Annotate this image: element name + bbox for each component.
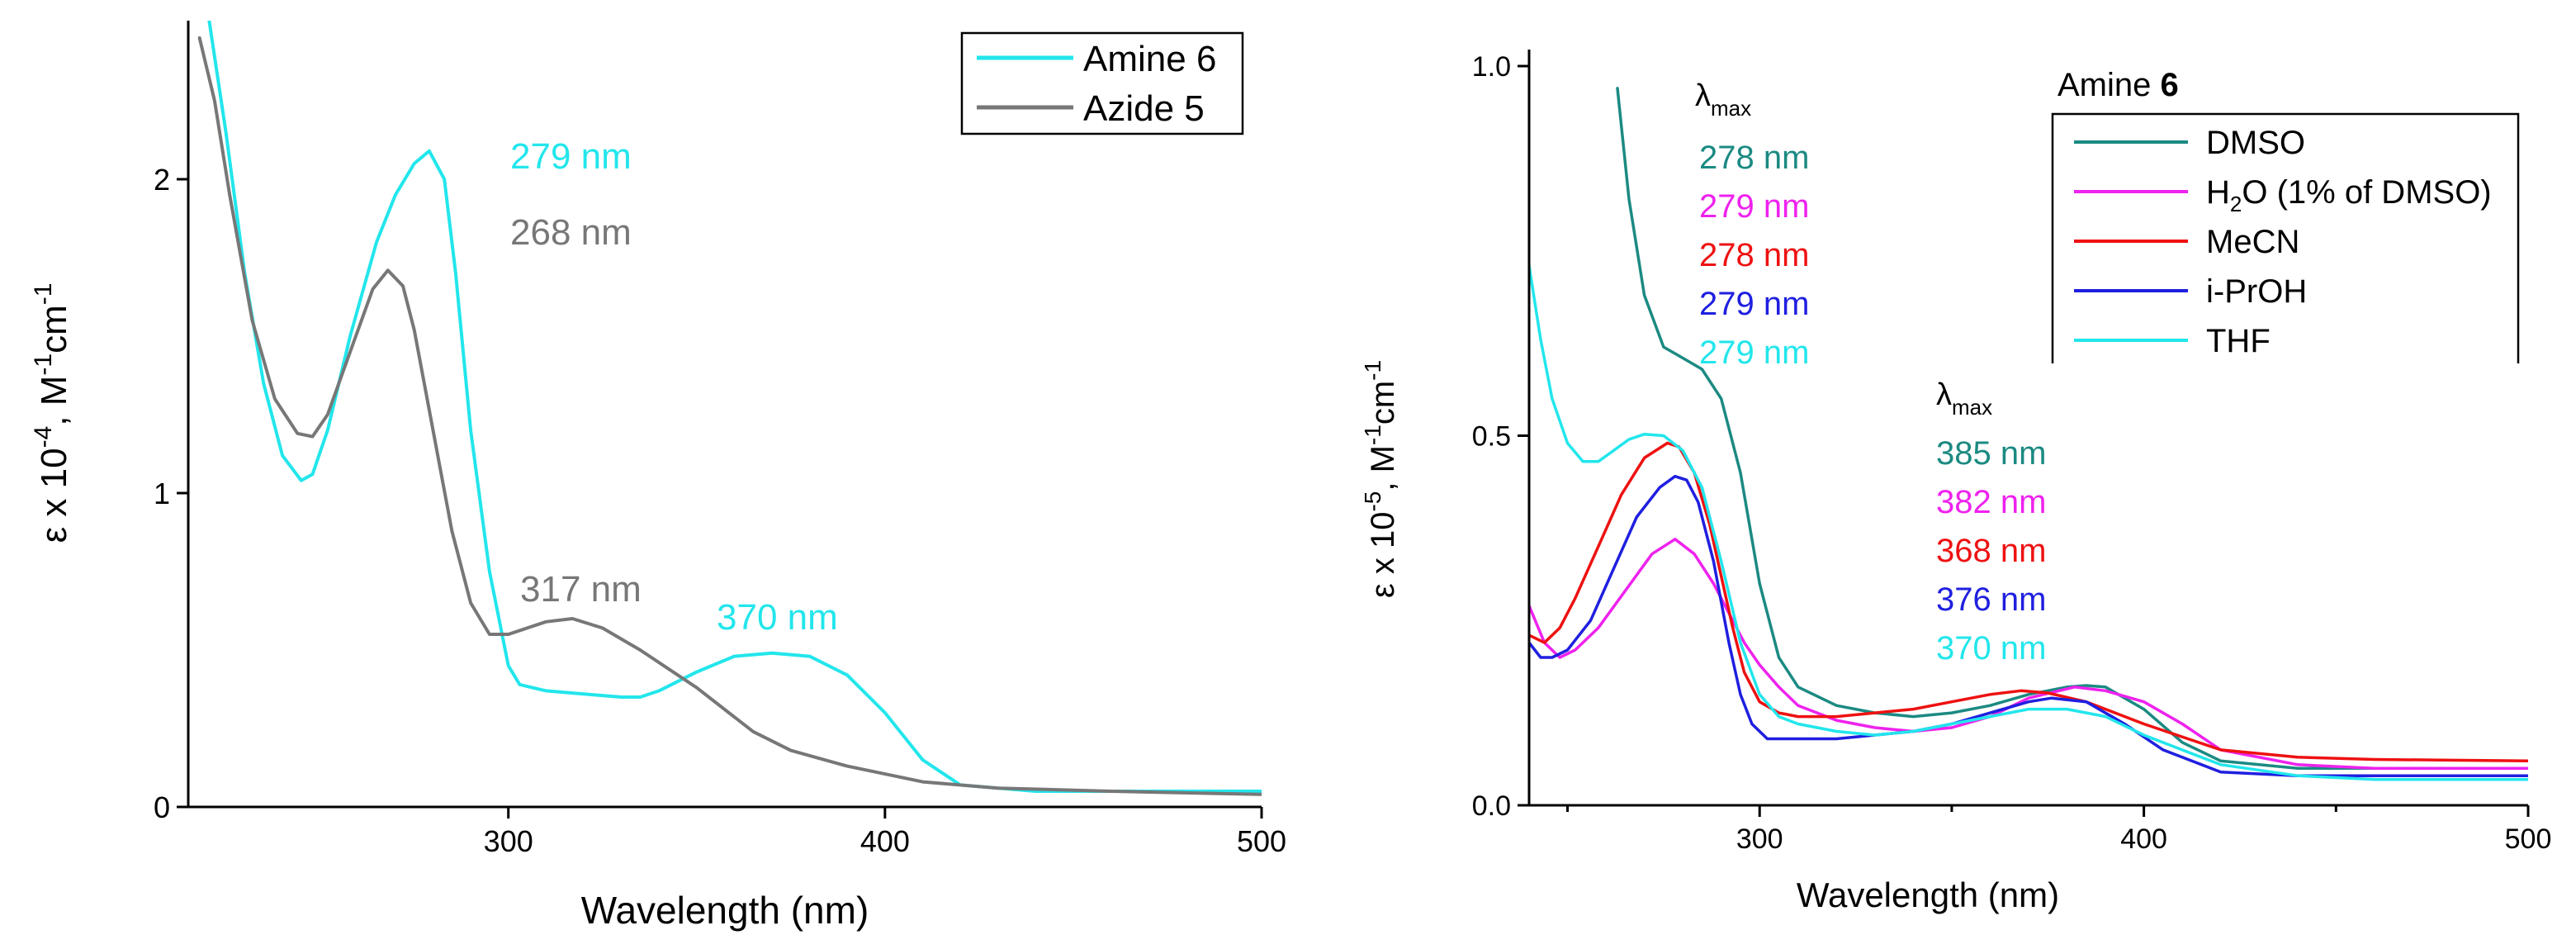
- left-y-tick-label: 2: [154, 163, 170, 197]
- right-y-tick-label: 1.0: [1472, 51, 1511, 83]
- lambda-max-vis-list: 385 nm 382 nm 368 nm 376 nm 370 nm: [1936, 435, 2046, 667]
- right-legend-bottom-mask: [2050, 363, 2522, 373]
- annotation-268nm: 268 nm: [510, 212, 632, 253]
- right-x-tick-label: 400: [2120, 823, 2167, 855]
- right-series-thf: [1529, 263, 2528, 781]
- legend-label-thf: THF: [2206, 323, 2271, 359]
- lambda-max-label-uv: λmax: [1695, 78, 1751, 121]
- annotation-370nm: 370 nm: [717, 597, 838, 638]
- right-series-dmso: [1616, 87, 2528, 771]
- left-plot-area: [197, 21, 1262, 796]
- left-ticks: 300 400 500 0 1 2: [154, 163, 1286, 858]
- legend-label-dmso: DMSO: [2206, 125, 2305, 161]
- legend-label-azide: Azide 5: [1083, 88, 1205, 129]
- right-x-tick-label: 300: [1736, 823, 1783, 855]
- lambda-vis-h2o: 382 nm: [1936, 484, 2046, 520]
- lambda-vis-iproh: 376 nm: [1936, 581, 2046, 618]
- left-y-tick-label: 0: [154, 790, 170, 824]
- right-x-tick-label: 500: [2505, 823, 2552, 855]
- right-y-tick-label: 0.5: [1472, 421, 1511, 453]
- legend-label-amine: Amine 6: [1083, 39, 1216, 79]
- right-ticks: 300 400 500 0.0 0.5 1.0: [1472, 51, 2552, 855]
- lambda-vis-mecn: 368 nm: [1936, 533, 2046, 569]
- lambda-uv-h2o: 279 nm: [1699, 188, 1809, 225]
- right-chart: 300 400 500 0.0 0.5 1.0 Wavelength (nm) ε x 1…: [1360, 50, 2551, 914]
- left-legend: Amine 6 Azide 5: [960, 31, 1244, 135]
- left-series-azide-5: [197, 36, 1262, 796]
- left-x-axis-label: Wavelength (nm): [581, 889, 869, 932]
- annotation-317nm: 317 nm: [520, 569, 642, 610]
- lambda-uv-iproh: 279 nm: [1699, 286, 1809, 322]
- legend-label-h2o: H2O (1% of DMSO): [2206, 174, 2492, 216]
- right-series-i-proh: [1529, 474, 2528, 777]
- left-chart: 300 400 500 0 1 2 Wavelength (nm) ε x 10-4, M…: [30, 21, 1286, 932]
- left-y-tick-label: 1: [154, 477, 170, 510]
- right-x-axis-label: Wavelength (nm): [1797, 875, 2059, 914]
- lambda-uv-dmso: 278 nm: [1699, 140, 1809, 176]
- legend-label-mecn: MeCN: [2206, 224, 2299, 260]
- left-x-tick-label: 300: [484, 824, 533, 858]
- annotation-279nm: 279 nm: [510, 136, 632, 177]
- legend-label-iproh: i-PrOH: [2206, 273, 2307, 310]
- lambda-vis-dmso: 385 nm: [1936, 435, 2046, 472]
- right-plot-area: [1529, 87, 2528, 781]
- left-legend-box: [960, 31, 1244, 135]
- right-series-h2o-1-of-dmso: [1529, 538, 2528, 771]
- right-legend: Amine 6 DMSO H2O (1% of DMSO) MeCN i-PrO…: [2050, 67, 2522, 373]
- right-y-axis-label: ε x 10-5, M-1cm-1: [1360, 360, 1401, 598]
- left-series-amine-6: [207, 21, 1262, 793]
- lambda-max-uv-list: 278 nm 279 nm 278 nm 279 nm 279 nm: [1699, 140, 1809, 371]
- right-legend-title: Amine 6: [2057, 67, 2179, 103]
- lambda-max-label-vis: λmax: [1936, 377, 1992, 420]
- right-series-mecn: [1529, 441, 2528, 763]
- lambda-uv-thf: 279 nm: [1699, 335, 1809, 371]
- left-y-axis-label: ε x 10-4, M-1cm-1: [30, 283, 74, 543]
- left-x-tick-label: 500: [1237, 824, 1286, 858]
- lambda-vis-thf: 370 nm: [1936, 630, 2046, 667]
- left-x-tick-label: 400: [860, 824, 910, 858]
- right-y-tick-label: 0.0: [1472, 790, 1511, 822]
- lambda-uv-mecn: 278 nm: [1699, 237, 1809, 273]
